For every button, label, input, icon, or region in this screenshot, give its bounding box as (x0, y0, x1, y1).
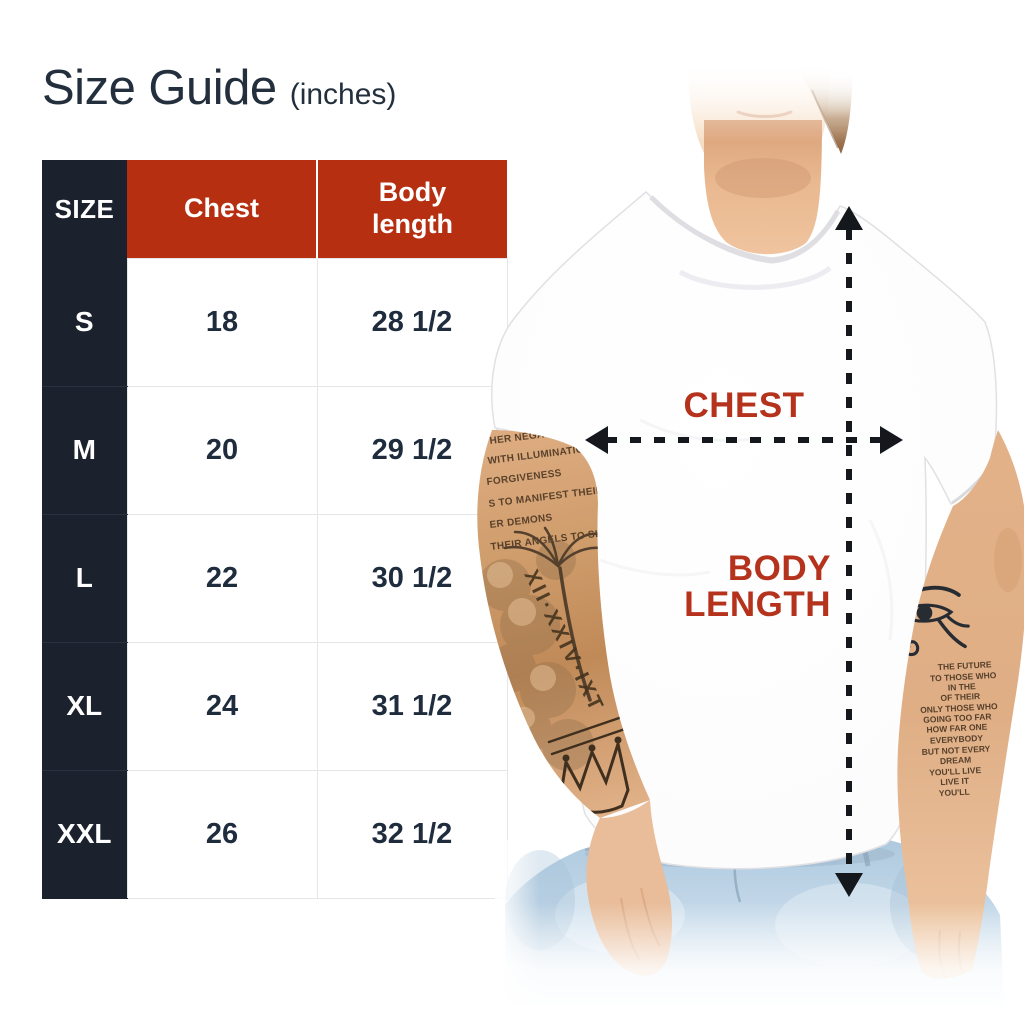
tattoo-text-line: TO THOSE WHO (930, 670, 997, 683)
chest-cell: 26 (126, 769, 318, 899)
table-row: XL 24 31 1/2 (42, 641, 508, 771)
body-length-cell: 29 1/2 (316, 385, 508, 515)
elbow-shade (994, 528, 1022, 592)
sleeve-hem-shadow-left (495, 428, 579, 469)
right-arm-tattoo-text: THE FUTURE TO THOSE WHO IN THE OF THEIR … (920, 659, 998, 799)
size-cell: M (42, 386, 127, 515)
column-header-body-length: Body length (316, 160, 507, 258)
body-length-cell: 28 1/2 (316, 257, 508, 387)
size-cell: S (42, 258, 127, 387)
t-shirt (491, 190, 998, 870)
face-shape (688, 64, 830, 188)
shirt-wrinkle (639, 418, 761, 443)
size-table: SIZE Chest Body length S 18 28 1/2 M 20 … (42, 160, 508, 899)
t-shirt-shape (491, 190, 998, 870)
person-photo-group: HER NEGATIVE PO WITH ILLUMINATION AND FO… (460, 58, 1024, 1024)
tattoo-text-line: BUT NOT EVERY (922, 743, 991, 757)
table-row: L 22 30 1/2 (42, 513, 508, 643)
body-length-cell: 31 1/2 (316, 641, 508, 771)
column-header-size: SIZE (42, 160, 127, 258)
tattoo-text-line: YOU'LL (939, 787, 970, 799)
table-row: XXL 26 32 1/2 (42, 769, 508, 899)
tattoo-text-line: YOU'LL LIVE (929, 765, 982, 778)
palm-tree-tattoo (503, 526, 612, 702)
neck (704, 120, 822, 255)
tattoo-text-line: EVERYBODY (930, 733, 984, 746)
roman-numeral-tattoo: XII·XXIV·IXT (520, 566, 609, 716)
shirt-wrinkle (868, 519, 894, 641)
right-finger-lines (938, 929, 964, 979)
tattoo-text-line: HOW FAR ONE (926, 722, 988, 735)
underarm-shade (566, 470, 598, 525)
chest-arrowhead-left (585, 426, 608, 454)
left-hand (586, 800, 673, 976)
chest-measure-label: CHEST (683, 386, 805, 425)
size-cell: L (42, 514, 127, 643)
size-cell: XL (42, 642, 127, 771)
hair-strand (811, 89, 839, 149)
tattoo-text-line: THEIR ANGELS TO SING (490, 527, 614, 553)
tattoo-text-line: THE FUTURE (937, 659, 992, 672)
page-title-text: Size Guide (42, 61, 277, 115)
right-arm: THE FUTURE TO THOSE WHO IN THE OF THEIR … (897, 430, 1024, 979)
eye-of-horus-tattoo (897, 585, 970, 657)
bottom-fade (460, 903, 1024, 1024)
tattoo-text-line: IN THE (948, 681, 977, 692)
tattoo-text-line: OF THEIR (940, 691, 980, 703)
table-row: S 18 28 1/2 (42, 257, 508, 387)
table-row: M 20 29 1/2 (42, 385, 508, 515)
page-title-unit: (inches) (289, 78, 397, 111)
collar (649, 195, 841, 264)
crown-tattoo (547, 714, 630, 814)
lips (736, 110, 793, 118)
table-header-row: SIZE Chest Body length (42, 160, 507, 258)
body-length-measure-label: BODY LENGTH (684, 549, 831, 625)
measurement-arrows (585, 206, 903, 897)
chest-cell: 18 (126, 257, 318, 387)
chin-shadow (715, 158, 811, 198)
body-length-arrowhead-bottom (835, 873, 863, 897)
column-header-chest: Chest (127, 160, 317, 258)
body-length-cell: 32 1/2 (316, 769, 508, 899)
chest-cell: 24 (126, 641, 318, 771)
body-length-cell: 30 1/2 (316, 513, 508, 643)
tattoo-text-line: LIVE IT (940, 776, 970, 788)
chest-cell: 22 (126, 513, 318, 643)
shirt-hem-shadow (585, 840, 895, 868)
sleeve-hem-shadow-right (951, 463, 995, 505)
body-length-arrowhead-top (835, 206, 863, 230)
page-title: Size Guide (inches) (42, 60, 396, 116)
finger-lines (620, 887, 661, 961)
size-cell: XXL (42, 770, 127, 899)
tattoo-text-line: ONLY THOSE WHO (920, 701, 998, 715)
hair (794, 64, 853, 154)
tattoo-text-line: GOING TOO FAR (923, 711, 992, 725)
tattoo-text-line: DREAM (940, 754, 972, 766)
chest-cell: 20 (126, 385, 318, 515)
jeans (495, 824, 1004, 1010)
chest-arrowhead-right (880, 426, 903, 454)
shirt-wrinkle (599, 558, 711, 577)
top-fade (600, 58, 900, 142)
collar-shadow (678, 265, 832, 290)
